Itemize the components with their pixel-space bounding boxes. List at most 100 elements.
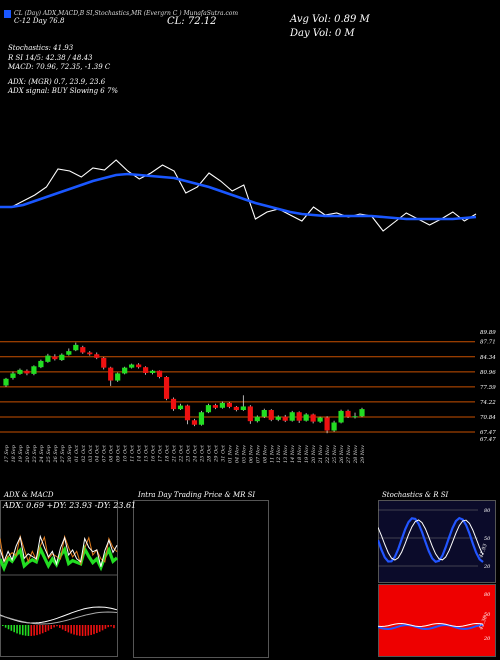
candle-up [3,378,9,386]
candle-up [59,354,65,361]
price-overlay-chart [0,159,477,232]
macd-histogram-bar [76,625,78,636]
date-tick-label: 24 Oct [192,444,198,463]
candle-up [177,405,184,410]
candle-down [226,402,232,407]
price-tick-label: 67.47 [480,437,496,443]
candle-up [122,367,128,374]
adx-panel-title: ADX & MACD [4,491,54,499]
macd-histogram-bar [7,625,10,630]
price-tick-label: 87.71 [480,340,496,346]
date-tick-label: 10 Oct [123,444,129,462]
candle-up [10,373,16,378]
adx-line [0,544,119,573]
date-tick-label: 30 Sep [67,444,73,462]
candle-up [352,416,358,418]
rsi-tick-label: 80 [484,592,491,598]
date-tick-label: 11 Oct [130,444,136,462]
date-tick-label: 03 Oct [88,444,94,462]
date-tick-label: 15 Oct [144,444,150,462]
candle-up [275,416,281,420]
macd-histogram-bar [47,625,50,631]
date-tick-label: 19 Sep [18,444,24,462]
candle-down [136,364,142,368]
rsi-tick-label: 50 [484,612,491,618]
intraday-panel [133,500,269,658]
macd-histogram-bar [33,625,35,636]
date-tick-label: 26 Nov [339,445,345,464]
macd-histogram-bar [113,625,115,629]
date-tick-label: 19 Nov [304,445,310,463]
candle-down [80,347,86,353]
macd-histogram-bar [59,625,61,628]
adx-panel-frame [0,500,118,657]
macd-histogram-bar [21,625,24,636]
date-tick-label: 24 Sep [39,444,45,463]
macd-histogram-bar [44,625,47,632]
candle-up [359,409,365,417]
date-tick-label: 22 Nov [325,445,331,464]
date-tick-label: 09 Oct [116,444,122,462]
candle-down [296,412,302,421]
macd-histogram-bar [19,625,21,635]
date-tick-label: 16 Oct [151,444,157,462]
adx-readout: ADX: (MGR) 0.7, 23.9, 23.6 [8,78,106,86]
date-tick-label: 08 Oct [109,444,115,462]
stoch-tick-label: 20 [483,564,491,570]
candle-down [170,398,177,410]
stoch-k-line [378,516,484,564]
date-tick-label: 14 Nov [290,445,296,463]
close-label: CL: 72.12 [167,16,217,27]
macd-histogram-bar [53,625,55,628]
date-tick-label: 23 Oct [185,444,191,463]
macd-histogram-bar [104,625,107,629]
date-tick-label: 20 Sep [25,444,31,463]
stoch-panel-title: Stochastics & R SI [382,491,449,499]
macd-histogram-bar [67,625,70,633]
candle-down [191,420,198,425]
candle-up [331,422,337,431]
candle-down [87,352,93,355]
macd-histogram-bar [98,625,101,632]
candle-down [52,356,58,360]
candle-up [149,370,156,373]
date-tick-label: 23 Sep [32,444,38,463]
date-tick-label: 17 Sep [4,444,10,462]
candle-up [219,402,225,408]
candle-down [324,417,330,431]
date-tick-label: 11 Nov [269,445,275,463]
macd-histogram-bar [61,625,64,630]
rsi-panel-frame [378,584,496,657]
price-tick-label: 89.89 [480,330,496,336]
macd-histogram-bar [96,625,98,634]
stoch-d-line [378,519,484,561]
macd-histogram-bar [41,625,44,634]
candle-up [115,373,121,381]
macd-histogram-bar [101,625,104,631]
date-tick-label: 25 Nov [332,445,338,464]
candle-up [317,417,323,422]
macd-readout: MACD: 70.96, 72.35, -1.39 C [8,63,111,71]
rsi-tick-label: 20 [483,636,491,642]
date-tick-label: 12 Nov [276,445,282,463]
stoch-tick-label: 50 [484,536,491,542]
macd-histogram-bar [84,625,87,636]
date-tick-label: 21 Nov [318,445,324,464]
minus-di-line [0,534,118,567]
date-tick-label: 04 Oct [95,444,101,462]
date-tick-label: 21 Oct [172,444,178,463]
macd-signal-line [0,611,118,625]
price-tick-label: 80.96 [480,370,496,376]
macd-histogram-bar [93,625,95,635]
rsi-readout: R SI 14/5: 42.38 / 48.43 [8,54,93,62]
macd-histogram-bar [87,625,90,636]
date-tick-label: 01 Nov [227,445,233,463]
stoch-tick-label: 80 [484,508,491,514]
candle-down [94,354,100,358]
candle-down [101,357,107,368]
rsi-value-label: 42.38 [478,615,489,631]
date-tick-label: 07 Oct [102,444,108,462]
date-tick-label: 28 Oct [206,444,212,463]
macd-histogram-bar [4,625,7,628]
candle-down [268,410,274,420]
